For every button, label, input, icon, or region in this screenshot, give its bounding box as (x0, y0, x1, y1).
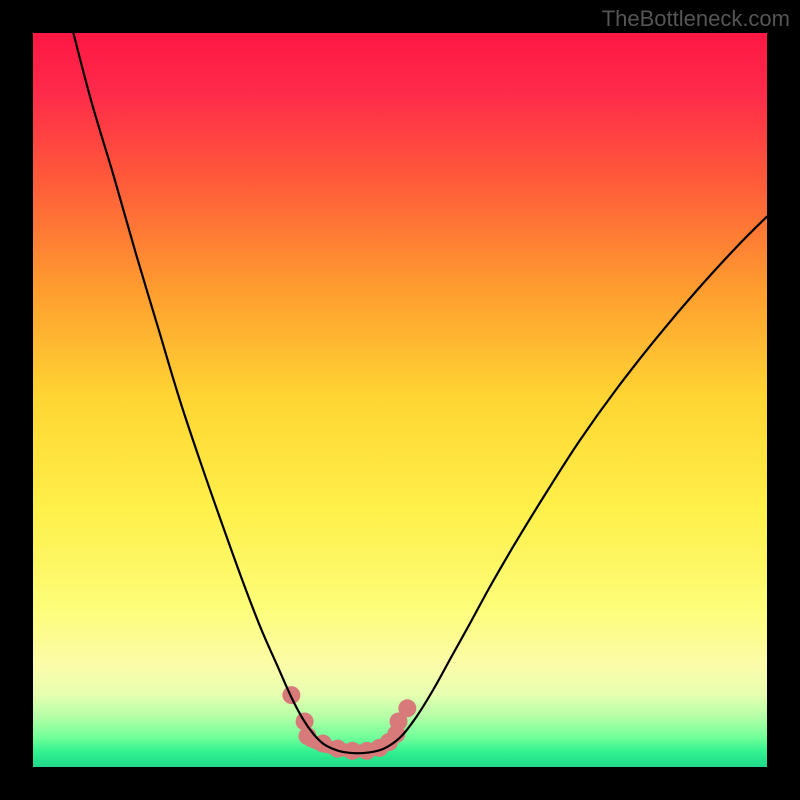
background-gradient (33, 33, 767, 767)
plot-area (33, 33, 767, 767)
chart-container: TheBottleneck.com (0, 0, 800, 800)
watermark-text: TheBottleneck.com (602, 6, 790, 32)
